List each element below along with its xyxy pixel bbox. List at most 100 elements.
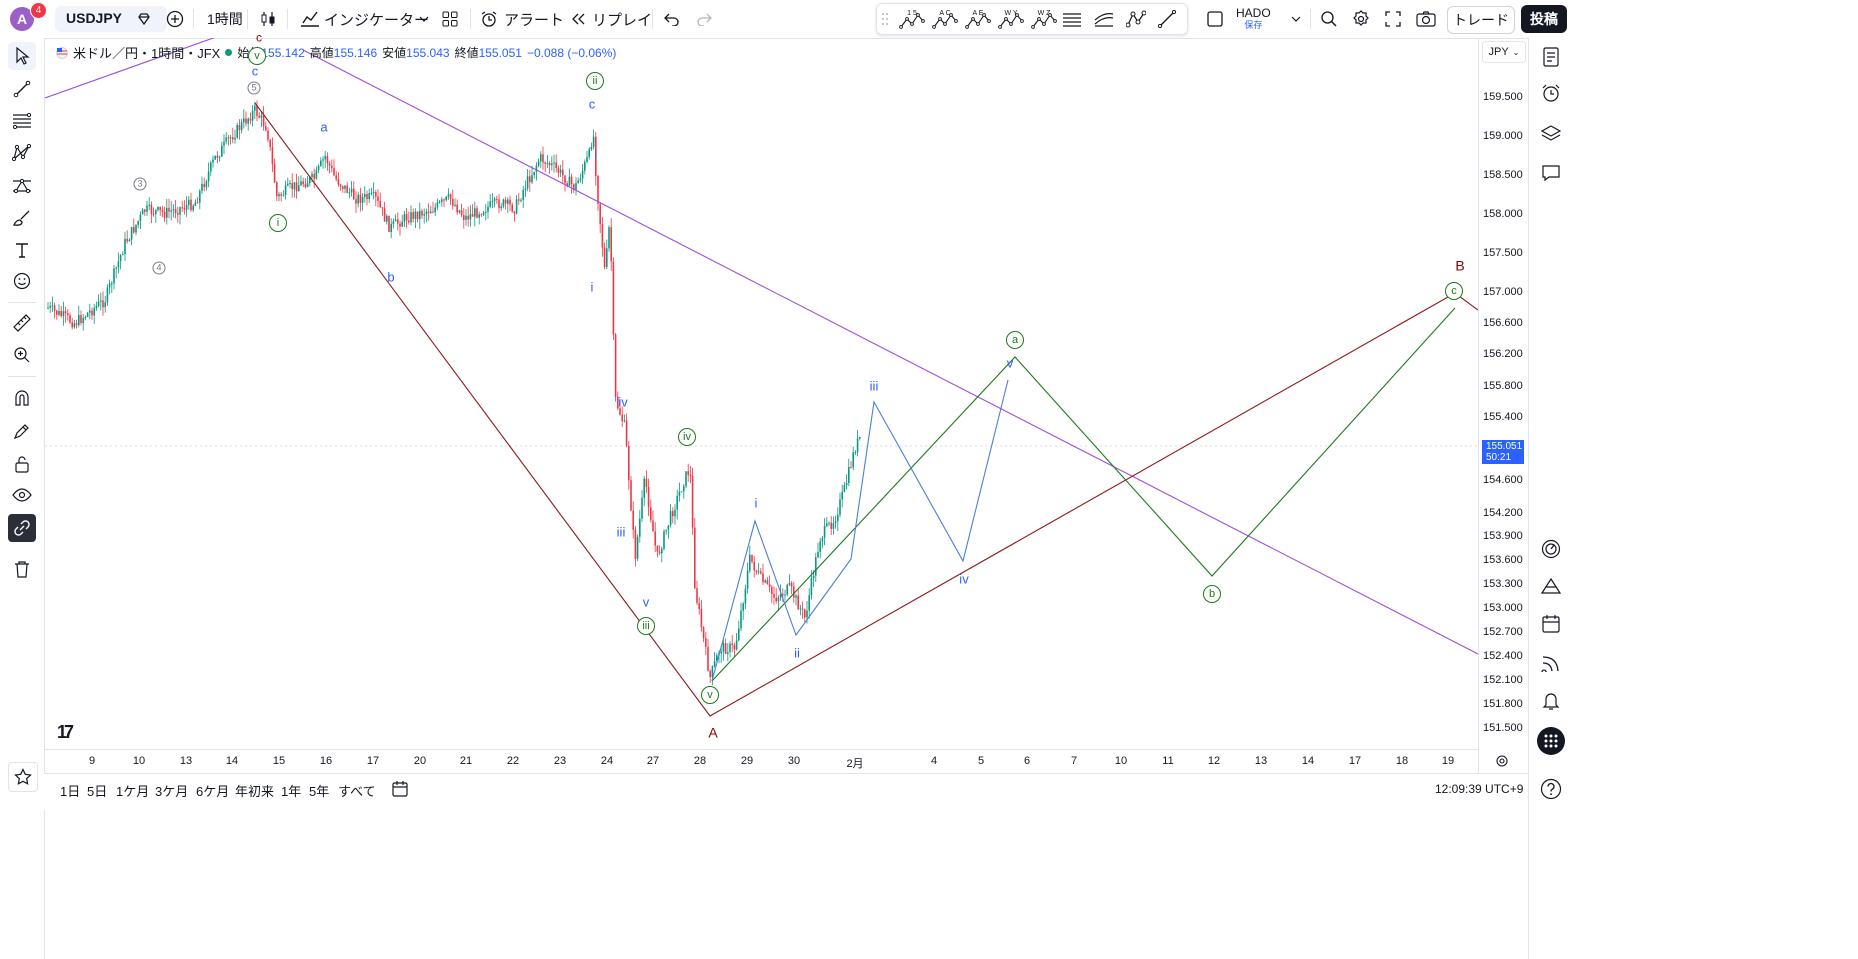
curve-lines-icon[interactable]: [1094, 0, 1114, 38]
apps-grid-icon[interactable]: [1537, 727, 1565, 755]
legend-high-label: 高値: [309, 46, 334, 60]
ruler-measure-icon[interactable]: [8, 309, 36, 337]
currency-selector[interactable]: JPY ⌄: [1482, 41, 1526, 63]
indicators-button[interactable]: インジケーター: [300, 0, 429, 38]
blue-wave-projection[interactable]: [711, 379, 1009, 682]
alert-label: アラート: [504, 11, 565, 29]
layout-dropdown-chevron-icon[interactable]: [1291, 0, 1301, 38]
legend-title[interactable]: 米ドル／円・1時間・JFX: [73, 46, 221, 61]
magnet-icon[interactable]: [8, 384, 36, 412]
range-button[interactable]: 1日: [60, 784, 81, 799]
zoom-in-icon[interactable]: [8, 341, 36, 369]
price-axis-label: 153.300: [1483, 578, 1523, 590]
layout-name-button[interactable]: HADO 保存: [1236, 0, 1271, 38]
eye-icon[interactable]: [8, 481, 36, 509]
candle-type-icon[interactable]: [259, 0, 277, 38]
interval-button[interactable]: 1時間: [207, 11, 243, 27]
price-axis-label: 152.400: [1483, 650, 1523, 662]
redo-icon[interactable]: [696, 0, 712, 38]
link-icon[interactable]: [8, 514, 36, 542]
camera-icon[interactable]: [1416, 0, 1436, 38]
publish-button[interactable]: 投稿: [1521, 5, 1567, 33]
wave-label-b: b: [387, 269, 395, 285]
green-wave-projection[interactable]: [711, 307, 1456, 682]
wave-label-v-proj: v: [1006, 355, 1014, 371]
layout-square-icon[interactable]: [1206, 0, 1224, 38]
upper-trendline[interactable]: [45, 38, 230, 99]
clock-timezone[interactable]: 12:09:39 UTC+9: [1435, 782, 1524, 796]
forecast-tool-icon[interactable]: [8, 172, 36, 200]
right-sidebar: [1528, 38, 1858, 959]
trend-line-tool-icon[interactable]: [8, 75, 36, 103]
wave-label-i-small-2: i: [590, 279, 594, 295]
quick-search-icon[interactable]: [1320, 0, 1338, 38]
help-icon[interactable]: [1537, 775, 1565, 803]
lock-pencil-icon[interactable]: [8, 417, 36, 445]
range-button[interactable]: 6ケ月: [196, 784, 230, 799]
tradingview-logo[interactable]: 17: [57, 722, 74, 742]
range-button[interactable]: 1ケ月: [116, 784, 150, 799]
pattern-ac-icon[interactable]: A C: [932, 0, 958, 38]
range-button[interactable]: 1年: [281, 784, 302, 799]
text-tool-icon[interactable]: [8, 236, 36, 264]
trade-button[interactable]: トレード: [1447, 6, 1515, 34]
pattern-ae-icon[interactable]: A E: [965, 0, 991, 38]
pattern-nodes-icon[interactable]: [1126, 0, 1146, 38]
goto-date-calendar-icon[interactable]: [392, 781, 410, 802]
current-price-value: 155.051: [1486, 441, 1523, 452]
range-button[interactable]: 3ケ月: [155, 784, 189, 799]
add-symbol-button[interactable]: [166, 0, 184, 38]
price-chart[interactable]: [45, 38, 1478, 749]
range-button[interactable]: 5日: [87, 784, 108, 799]
price-axis-label: 156.600: [1483, 317, 1523, 329]
pattern-wy-icon[interactable]: W Y: [998, 0, 1024, 38]
pattern-15-icon[interactable]: 1 5: [899, 0, 925, 38]
layers-icon[interactable]: [1537, 119, 1565, 147]
chat-icon[interactable]: [1537, 159, 1565, 187]
favorites-star-icon[interactable]: [8, 762, 38, 792]
time-axis-label: 13: [1254, 755, 1268, 767]
range-button[interactable]: 年初来: [235, 784, 275, 799]
cursor-icon[interactable]: [8, 42, 36, 70]
templates-grid-icon[interactable]: [442, 0, 458, 38]
range-button[interactable]: すべて: [338, 784, 376, 799]
pattern-tool-icon[interactable]: [8, 139, 36, 167]
emoji-tool-icon[interactable]: [8, 267, 36, 295]
time-axis[interactable]: [45, 749, 1478, 774]
alerts-clock-icon[interactable]: [1537, 79, 1565, 107]
notification-bell-icon[interactable]: [1537, 687, 1565, 715]
time-axis-label: 29: [740, 755, 754, 767]
fullscreen-icon[interactable]: [1385, 0, 1401, 38]
undo-icon[interactable]: [664, 0, 680, 38]
pattern-wz-icon[interactable]: W Z: [1031, 0, 1057, 38]
alert-button[interactable]: アラート: [480, 0, 564, 38]
abc-wave-line[interactable]: [254, 102, 1478, 717]
lock-icon[interactable]: [8, 450, 36, 478]
wave-label-iii-small: iii: [616, 524, 626, 540]
time-axis-label: 14: [225, 755, 239, 767]
brush-tool-icon[interactable]: [8, 204, 36, 232]
calendar-icon[interactable]: [1537, 610, 1565, 638]
mountain-chart-icon[interactable]: [1537, 572, 1565, 600]
time-axis-settings-icon[interactable]: [1495, 754, 1509, 773]
replay-button[interactable]: リプレイ: [571, 0, 652, 38]
fib-retracement-icon[interactable]: [8, 107, 36, 135]
trend-line-icon[interactable]: [1158, 0, 1176, 38]
wave-label-iv-circle: iv: [678, 428, 696, 446]
drag-handle-icon[interactable]: [881, 0, 889, 38]
watchlist-icon[interactable]: [1537, 43, 1565, 71]
broadcast-signal-icon[interactable]: [1537, 649, 1565, 677]
wave-label-4-circle: 4: [152, 261, 166, 275]
speedometer-icon[interactable]: [1537, 535, 1565, 563]
descending-trendline[interactable]: [302, 49, 1478, 655]
range-button[interactable]: 5年: [309, 784, 330, 799]
wave-label-iii-circle: iii: [637, 617, 655, 635]
parallel-lines-icon[interactable]: [1062, 0, 1082, 38]
settings-gear-icon[interactable]: [1352, 0, 1370, 38]
indicators-dropdown-chevron-icon[interactable]: [419, 0, 429, 38]
diamond-icon[interactable]: [136, 0, 152, 38]
notification-badge: 4: [30, 2, 47, 19]
legend-low-label: 安値: [382, 46, 407, 60]
trash-icon[interactable]: [8, 555, 36, 583]
price-axis-label: 152.100: [1483, 674, 1523, 686]
